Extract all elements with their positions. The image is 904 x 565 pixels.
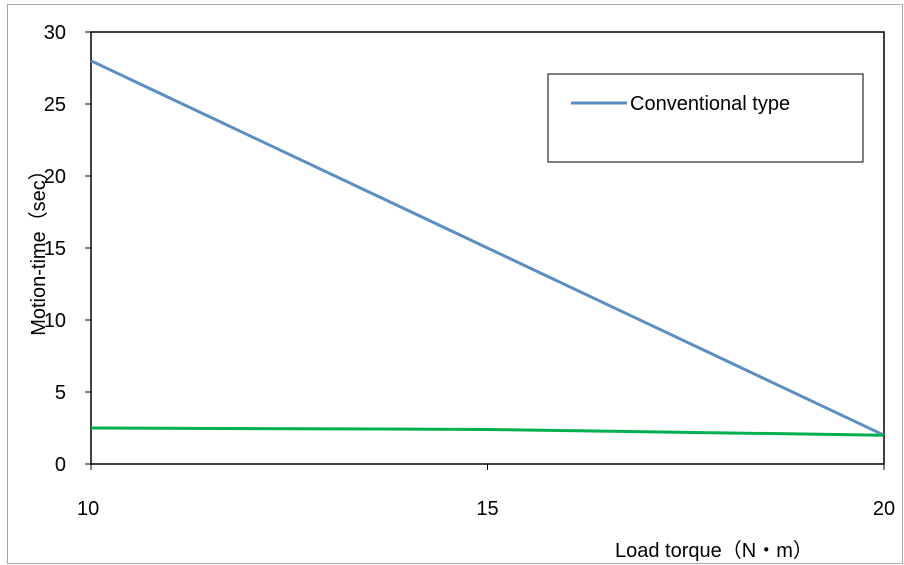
x-tick-label: 20 xyxy=(873,498,895,520)
y-tick-label: 30 xyxy=(44,22,66,44)
y-axis-ticks: 0 5 10 15 20 25 30 xyxy=(44,22,91,476)
x-axis-ticks: 10 15 20 xyxy=(77,464,895,520)
legend-box xyxy=(547,73,864,163)
y-tick-label: 25 xyxy=(44,94,66,116)
legend: Conventional type xyxy=(547,73,864,163)
x-tick-label: 10 xyxy=(77,498,99,520)
y-axis-title: Motion-time（sec） xyxy=(27,160,50,336)
y-tick-label: 5 xyxy=(55,382,66,404)
x-axis-title: Load torque（N・m） xyxy=(615,539,813,562)
x-tick-label: 15 xyxy=(476,498,498,520)
legend-label-conventional-type: Conventional type xyxy=(630,93,790,115)
y-tick-label: 0 xyxy=(55,454,66,476)
y-tick-label: 20 xyxy=(44,166,66,188)
y-tick-label: 10 xyxy=(44,310,66,332)
series-layer xyxy=(90,59,885,437)
y-tick-label: 15 xyxy=(44,238,66,260)
